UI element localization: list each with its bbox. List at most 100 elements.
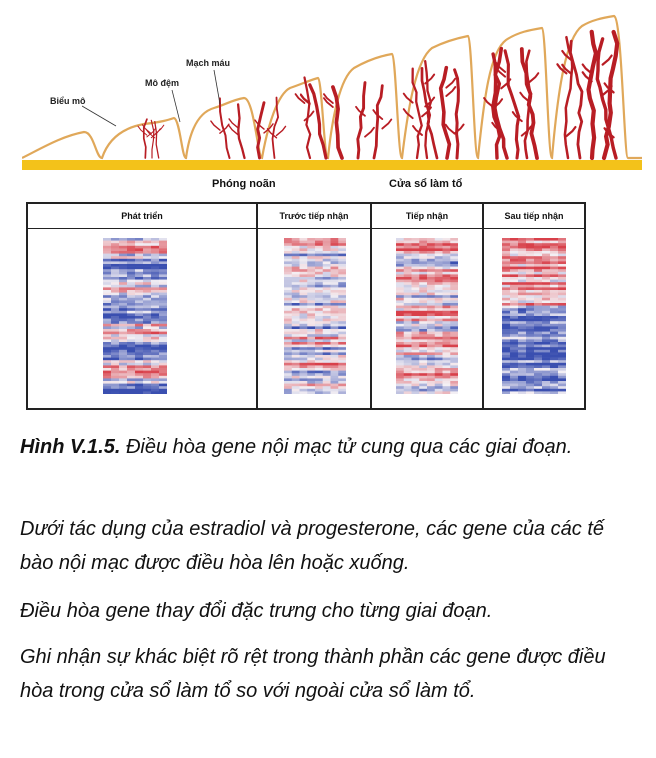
heatmap-cell: [322, 386, 331, 390]
vessel-twig: [483, 97, 495, 108]
heatmap-cell: [502, 326, 511, 330]
heatmap-cell: [534, 282, 543, 286]
heatmap-cell: [284, 274, 293, 278]
heatmap-cell: [119, 238, 128, 241]
heatmap-cell: [103, 297, 112, 301]
heatmap-cell: [558, 258, 566, 262]
heatmap-cell: [427, 261, 436, 265]
heatmap-cell: [396, 344, 405, 348]
heatmap-cell: [526, 274, 535, 278]
heatmap-cell: [403, 295, 412, 299]
heatmap-cell: [558, 292, 566, 296]
heatmap-cell: [135, 336, 144, 340]
heatmap-cell: [330, 318, 339, 322]
heatmap-cell: [534, 274, 543, 278]
heatmap-cell: [427, 368, 436, 371]
heatmap-cell: [159, 297, 167, 301]
heatmap-cell: [299, 240, 308, 244]
heatmap-cell: [299, 279, 308, 283]
heatmap-cell: [419, 362, 428, 366]
heatmap-cell: [291, 357, 300, 361]
heatmap-cell: [159, 266, 167, 270]
heatmap-cell: [510, 271, 519, 275]
heatmap-cell: [119, 305, 128, 309]
heatmap-cell: [338, 323, 346, 327]
heatmap-cell: [542, 329, 551, 332]
heatmap-cell: [526, 334, 535, 338]
heatmap-cell: [558, 266, 566, 270]
heatmap-cell: [542, 381, 551, 384]
heatmap-cell: [315, 355, 324, 358]
heatmap-cell: [111, 290, 120, 293]
heatmap-cell: [338, 295, 346, 299]
heatmap-cell: [518, 251, 527, 254]
heatmap-cell: [442, 261, 451, 265]
heatmap-cell: [411, 271, 420, 275]
heatmap-cell: [502, 381, 511, 384]
heatmap-cell: [127, 256, 136, 260]
heatmap-cell: [558, 373, 566, 377]
vessel-branch: [595, 37, 618, 160]
heatmap-cell: [442, 308, 451, 312]
heatmap-cell: [151, 274, 160, 278]
heatmap-cell: [510, 284, 519, 288]
heatmap-cell: [143, 373, 152, 377]
heatmap-cell: [510, 261, 519, 265]
heatmap-cell: [434, 266, 443, 270]
heatmap-cell: [291, 282, 300, 286]
heatmap-cell: [427, 339, 436, 343]
heatmap-cell: [307, 251, 316, 254]
heatmap-cell: [550, 368, 559, 371]
heatmap-cell: [338, 248, 346, 252]
heatmap-cell: [550, 274, 559, 278]
vessel-twig: [146, 127, 157, 138]
heatmap-cell: [450, 310, 458, 314]
heatmap-cell: [534, 329, 543, 332]
heatmap-cell: [322, 362, 331, 366]
heatmap-cell: [315, 368, 324, 371]
heatmap-cell: [322, 344, 331, 348]
heatmap-cell: [315, 271, 324, 275]
heatmap-cell: [550, 388, 559, 392]
heatmap-cell: [550, 334, 559, 338]
heatmap-cell: [135, 258, 144, 262]
heatmap-cell: [111, 287, 120, 291]
heatmap-cell: [558, 238, 566, 241]
heatmap-cell: [396, 295, 405, 299]
heatmap-cell: [403, 279, 412, 283]
heatmap-cell: [159, 388, 167, 392]
heatmap-cell: [284, 318, 293, 322]
heatmap-cell: [419, 271, 428, 275]
heatmap-cell: [403, 253, 412, 257]
heatmap-cell: [119, 248, 128, 252]
heatmap-cell: [159, 318, 167, 322]
heatmap-cell: [111, 271, 120, 275]
heatmap-cell: [510, 342, 519, 345]
heatmap-cell: [151, 240, 160, 244]
heatmap-cell: [510, 365, 519, 369]
heatmap-cell: [284, 251, 293, 254]
heatmap-cell: [338, 347, 346, 351]
heatmap-cell: [159, 347, 167, 351]
heatmap-cell: [427, 344, 436, 348]
heatmap-cell: [550, 295, 559, 299]
heatmap-cell: [427, 282, 436, 286]
vessel-twig: [323, 97, 334, 108]
heatmap-cell: [103, 378, 112, 382]
heatmap-cell: [159, 243, 167, 247]
heatmap-cell: [291, 248, 300, 252]
heatmap-cell: [427, 373, 436, 377]
heatmap-cell: [526, 251, 535, 254]
heatmap-cell: [284, 316, 293, 319]
heatmap-cell: [143, 383, 152, 387]
heatmap-cell: [159, 277, 167, 280]
heatmap-cell: [284, 308, 293, 312]
heatmap-cell: [151, 313, 160, 317]
heatmap-cell: [159, 391, 167, 394]
heatmap-cell: [291, 331, 300, 335]
heatmap-cell: [284, 287, 293, 291]
heatmap-cell: [542, 339, 551, 343]
heatmap-cell: [396, 352, 405, 356]
heatmap-cell: [291, 308, 300, 312]
heatmap-cell: [427, 240, 436, 244]
